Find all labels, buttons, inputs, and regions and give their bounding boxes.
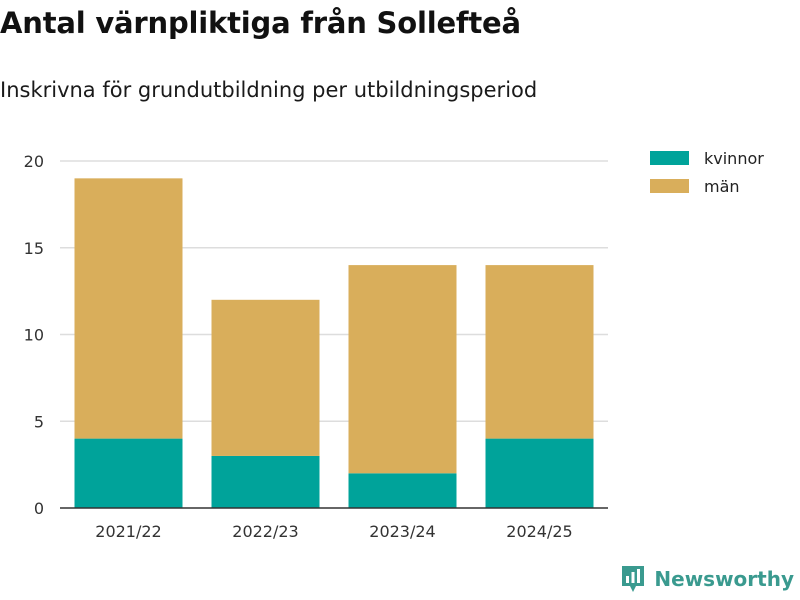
y-tick-label: 15 [24,239,44,258]
y-tick-label: 0 [34,499,44,518]
chart-title: Antal värnpliktiga från Sollefteå [0,6,521,40]
bar-segment-kvinnor [211,455,320,508]
bar-segment-kvinnor [348,473,457,508]
x-tick-label: 2021/22 [95,522,161,541]
x-tick-label: 2024/25 [506,522,572,541]
x-axis-ticks: 2021/22 2022/23 2023/24 2024/25 [95,522,572,541]
bar-segment-män [74,178,183,439]
legend-label-kvinnor: kvinnor [704,149,764,168]
y-tick-label: 10 [24,326,44,345]
bar-chart-badge-icon [622,566,645,592]
bars [74,178,594,508]
y-tick-label: 5 [34,412,44,431]
bar-segment-män [348,265,457,474]
bar-segment-kvinnor [485,438,594,508]
legend-label-män: män [704,177,740,196]
x-tick-label: 2023/24 [369,522,435,541]
legend: kvinnor män [650,149,764,196]
brand-logo: Newsworthy [620,564,794,594]
chart-subtitle: Inskrivna för grundutbildning per utbild… [0,78,538,102]
bar-segment-män [211,299,320,456]
brand-name: Newsworthy [654,567,794,591]
bar-segment-män [485,265,594,439]
y-tick-label: 20 [24,152,44,171]
legend-swatch-kvinnor [650,151,689,165]
legend-swatch-män [650,179,689,193]
y-axis-ticks: 0 5 10 15 20 [24,152,44,518]
bar-segment-kvinnor [74,438,183,508]
x-tick-label: 2022/23 [232,522,298,541]
